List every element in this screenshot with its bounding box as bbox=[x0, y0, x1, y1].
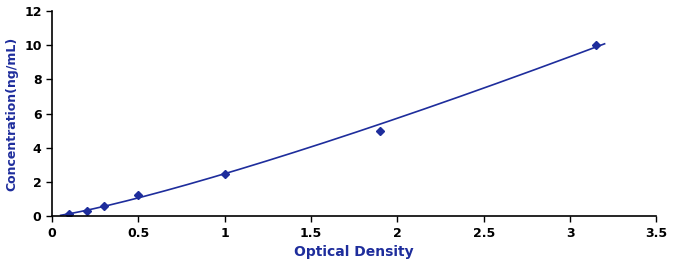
Y-axis label: Concentration(ng/mL): Concentration(ng/mL) bbox=[5, 36, 19, 191]
X-axis label: Optical Density: Optical Density bbox=[294, 245, 414, 259]
